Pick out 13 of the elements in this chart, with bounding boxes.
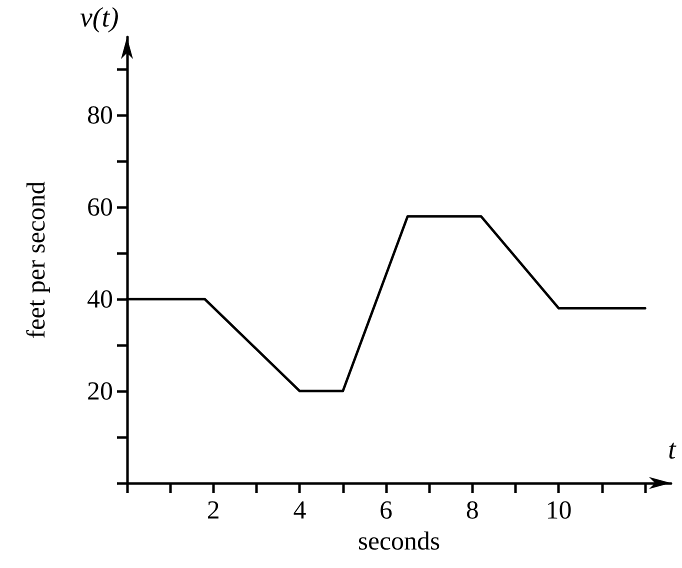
y-tick-label: 80 xyxy=(87,100,113,130)
x-tick-label: 4 xyxy=(293,496,306,524)
y-tick-label: 20 xyxy=(87,376,113,406)
annotation: t xyxy=(668,434,677,466)
text: v(t) xyxy=(80,2,119,34)
x-tick-label: 8 xyxy=(466,496,479,524)
y-tick-label: 40 xyxy=(87,284,113,314)
x-tick-label: 6 xyxy=(380,496,393,524)
y-axis-title: feet per second xyxy=(22,181,50,339)
y-tick-label: 60 xyxy=(87,192,113,222)
x-tick-label: 10 xyxy=(546,496,572,524)
x-axis-title: seconds xyxy=(358,526,440,556)
x-tick-label: 2 xyxy=(206,496,220,524)
